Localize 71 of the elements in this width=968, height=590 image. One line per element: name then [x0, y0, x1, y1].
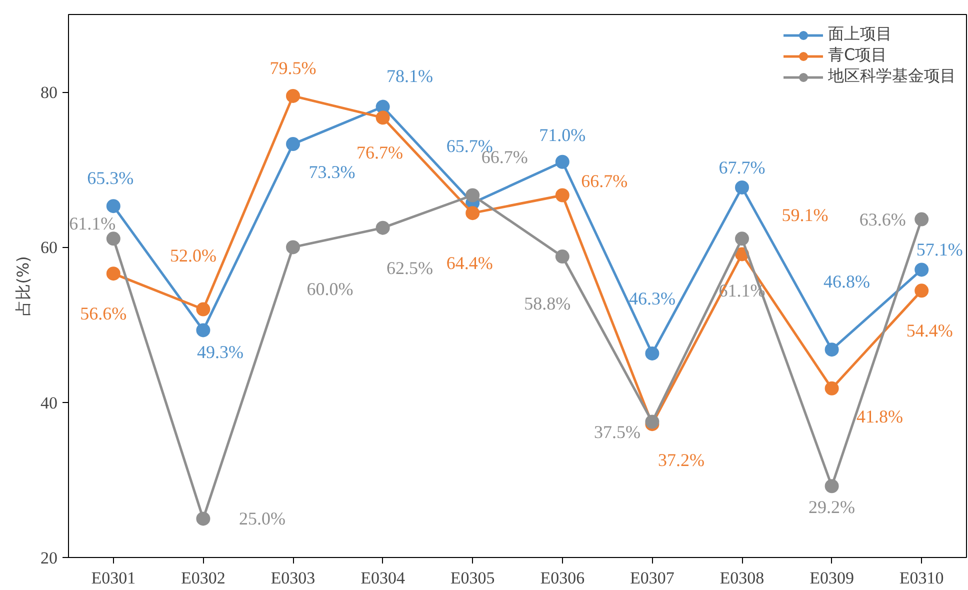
x-tick-label: E0309	[810, 568, 854, 588]
y-tick-label: 60	[40, 238, 58, 258]
data-label: 79.5%	[270, 58, 316, 78]
point	[106, 199, 120, 214]
x-tick-label: E0308	[720, 568, 764, 588]
point	[914, 212, 929, 226]
data-label: 63.6%	[859, 209, 906, 230]
y-tick-label: 40	[40, 393, 58, 412]
point	[555, 188, 570, 202]
point	[824, 381, 839, 396]
data-label: 71.0%	[539, 124, 586, 145]
point	[914, 262, 929, 277]
data-label: 61.1%	[69, 214, 116, 234]
legend-label: 地区科学基金项目	[828, 66, 956, 87]
data-label: 76.7%	[356, 142, 404, 163]
point	[466, 206, 480, 220]
data-label: 64.4%	[446, 253, 493, 274]
x-tick-label: E0303	[270, 568, 316, 588]
point	[824, 342, 839, 357]
point	[196, 512, 210, 526]
point	[376, 110, 390, 125]
point	[106, 232, 120, 246]
y-axis-title: 占比(%)	[14, 256, 32, 316]
x-tick-label: E0306	[540, 568, 585, 588]
point	[645, 346, 660, 360]
point	[645, 414, 660, 429]
data-label: 41.8%	[856, 406, 904, 426]
data-label: 37.5%	[594, 422, 640, 442]
point	[286, 88, 300, 103]
x-tick-label: E0310	[899, 568, 944, 588]
data-label: 46.3%	[628, 288, 676, 308]
point	[555, 154, 570, 169]
data-label: 62.5%	[386, 258, 434, 278]
point	[196, 323, 210, 338]
point	[286, 137, 300, 152]
data-label: 66.7%	[581, 171, 628, 192]
data-label: 78.1%	[386, 66, 434, 86]
data-label: 46.8%	[824, 272, 870, 292]
point	[196, 302, 210, 316]
data-label: 58.8%	[524, 294, 571, 314]
legend-label: 面上项目	[828, 24, 892, 45]
x-tick-label: E0305	[450, 568, 495, 588]
data-label: 56.6%	[80, 304, 127, 324]
x-tick-label: E0301	[91, 568, 136, 588]
x-tick-label: E0307	[630, 568, 675, 588]
data-label: 73.3%	[308, 162, 356, 182]
data-label: 59.1%	[782, 205, 828, 226]
point	[466, 188, 480, 202]
data-label: 60.0%	[306, 279, 354, 300]
point	[106, 266, 120, 281]
y-tick-label: 20	[40, 548, 58, 568]
x-tick-label: E0304	[360, 568, 406, 588]
data-label: 65.3%	[87, 168, 134, 188]
point	[555, 250, 570, 264]
data-label: 49.3%	[196, 342, 244, 362]
point	[735, 180, 749, 194]
data-label: 25.0%	[238, 508, 286, 529]
y-tick-label: 80	[40, 83, 58, 102]
point	[914, 284, 929, 298]
data-label: 52.0%	[170, 245, 216, 266]
point	[824, 479, 839, 494]
data-label: 37.2%	[658, 450, 704, 470]
point	[286, 240, 300, 254]
data-label: 29.2%	[808, 497, 856, 518]
legend-label: 青C项目	[828, 45, 888, 66]
x-tick-label: E0302	[181, 568, 226, 588]
data-label: 57.1%	[916, 240, 963, 260]
data-label: 67.7%	[718, 157, 766, 178]
point	[376, 220, 390, 235]
point	[735, 232, 749, 246]
data-label: 54.4%	[906, 320, 953, 341]
